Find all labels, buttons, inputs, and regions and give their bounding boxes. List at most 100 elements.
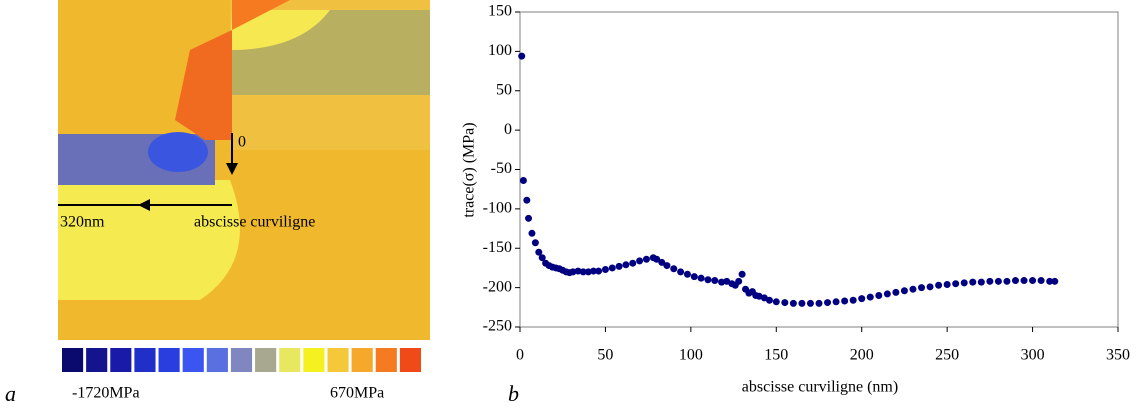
data-point bbox=[832, 298, 840, 306]
data-point bbox=[525, 214, 533, 222]
x-tick-label: 150 bbox=[764, 347, 788, 364]
data-point bbox=[883, 290, 891, 298]
data-point bbox=[1029, 277, 1037, 285]
colorbar-swatch bbox=[158, 348, 180, 372]
data-point bbox=[909, 285, 917, 293]
annotation: abscisse curviligne bbox=[194, 214, 315, 231]
data-point bbox=[1003, 277, 1011, 285]
map-region bbox=[232, 0, 290, 30]
data-point bbox=[986, 277, 994, 285]
data-point bbox=[815, 299, 823, 307]
data-point bbox=[642, 255, 650, 263]
map-region bbox=[175, 30, 232, 140]
x-tick-label: 50 bbox=[597, 347, 613, 364]
data-point bbox=[858, 295, 866, 303]
y-tick-label: -100 bbox=[483, 200, 512, 217]
data-point bbox=[595, 267, 603, 275]
data-point bbox=[824, 299, 832, 307]
x-tick-label: 100 bbox=[679, 347, 703, 364]
data-point bbox=[519, 177, 527, 185]
y-tick-label: 0 bbox=[504, 121, 512, 138]
colorbar-swatch bbox=[255, 348, 277, 372]
data-point bbox=[735, 277, 743, 285]
arrow-head bbox=[226, 163, 238, 175]
data-point bbox=[969, 278, 977, 286]
colorbar-label: -1720MPa bbox=[72, 385, 140, 402]
data-point bbox=[523, 196, 531, 204]
x-axis-label: abscisse curviligne (nm) bbox=[742, 379, 898, 396]
stress-map: 0 320nm abscisse curviligne -1720MPa 670… bbox=[5, 0, 430, 406]
colorbar-swatch bbox=[351, 348, 373, 372]
arrow-head bbox=[138, 199, 150, 211]
y-tick-label: -200 bbox=[483, 278, 512, 295]
data-point bbox=[806, 299, 814, 307]
colorbar-swatch bbox=[399, 348, 421, 372]
y-tick-label: -250 bbox=[483, 318, 512, 335]
data-point bbox=[658, 258, 666, 266]
data-point bbox=[765, 296, 773, 304]
data-point bbox=[781, 299, 789, 307]
data-point bbox=[653, 255, 661, 263]
colorbar-swatch bbox=[375, 348, 397, 372]
data-point bbox=[1037, 277, 1045, 285]
data-point bbox=[1020, 277, 1028, 285]
data-point bbox=[900, 287, 908, 295]
panel-label: b bbox=[508, 381, 519, 406]
colorbar bbox=[62, 348, 421, 372]
y-tick-label: 150 bbox=[488, 3, 512, 20]
data-point bbox=[772, 298, 780, 306]
data-point bbox=[608, 264, 616, 272]
x-tick-label: 0 bbox=[516, 347, 524, 364]
data-point bbox=[601, 266, 609, 274]
map-region bbox=[148, 132, 208, 172]
map-region bbox=[58, 180, 240, 300]
data-point bbox=[629, 259, 637, 267]
data-point bbox=[690, 273, 698, 281]
data-point bbox=[875, 292, 883, 299]
annotation: 320nm bbox=[60, 214, 105, 231]
data-point bbox=[622, 261, 630, 269]
data-point bbox=[574, 267, 582, 275]
data-point bbox=[711, 277, 719, 285]
data-point bbox=[569, 268, 577, 276]
data-point bbox=[960, 279, 968, 287]
data-point bbox=[789, 299, 797, 307]
data-point bbox=[935, 281, 943, 289]
colorbar-swatch bbox=[303, 348, 325, 372]
map-region bbox=[230, 10, 330, 50]
data-point bbox=[718, 278, 726, 286]
colorbar-swatch bbox=[230, 348, 253, 372]
y-axis-label: trace(σ) (MPa) bbox=[461, 122, 478, 217]
x-tick-label: 250 bbox=[935, 347, 959, 364]
data-point bbox=[994, 277, 1002, 285]
colorbar-swatch bbox=[182, 348, 204, 372]
colorbar-label: 670MPa bbox=[330, 385, 384, 402]
data-point bbox=[636, 257, 644, 265]
colorbar-swatch bbox=[110, 348, 132, 372]
data-point bbox=[926, 283, 934, 291]
data-point bbox=[849, 296, 857, 304]
colorbar-swatch bbox=[279, 348, 301, 372]
panel-label: a bbox=[5, 381, 16, 406]
data-point bbox=[670, 265, 678, 273]
y-tick-label: 100 bbox=[488, 42, 512, 59]
colorbar-swatch bbox=[86, 348, 108, 372]
colorbar-swatch bbox=[206, 348, 228, 372]
plot-frame bbox=[519, 11, 1119, 328]
data-point bbox=[663, 262, 671, 270]
data-point bbox=[538, 254, 546, 262]
colorbar-swatch bbox=[62, 348, 84, 372]
data-point bbox=[518, 52, 526, 60]
data-point bbox=[1046, 277, 1054, 285]
x-tick-label: 350 bbox=[1106, 347, 1130, 364]
data-point bbox=[738, 270, 746, 278]
data-point bbox=[584, 268, 592, 276]
data-point bbox=[531, 239, 539, 247]
data-point bbox=[918, 284, 926, 292]
data-point bbox=[952, 280, 960, 288]
data-point bbox=[841, 297, 849, 305]
data-point bbox=[704, 276, 712, 284]
data-point bbox=[697, 274, 705, 282]
annotation: 0 bbox=[238, 134, 246, 151]
